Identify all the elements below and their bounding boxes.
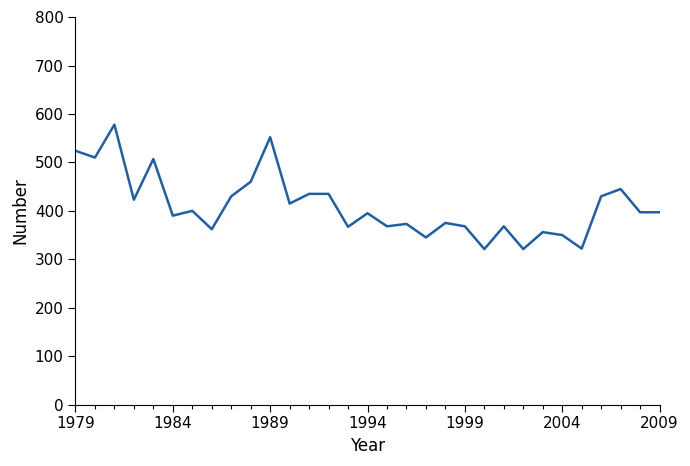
Y-axis label: Number: Number (11, 178, 29, 244)
X-axis label: Year: Year (350, 437, 385, 455)
